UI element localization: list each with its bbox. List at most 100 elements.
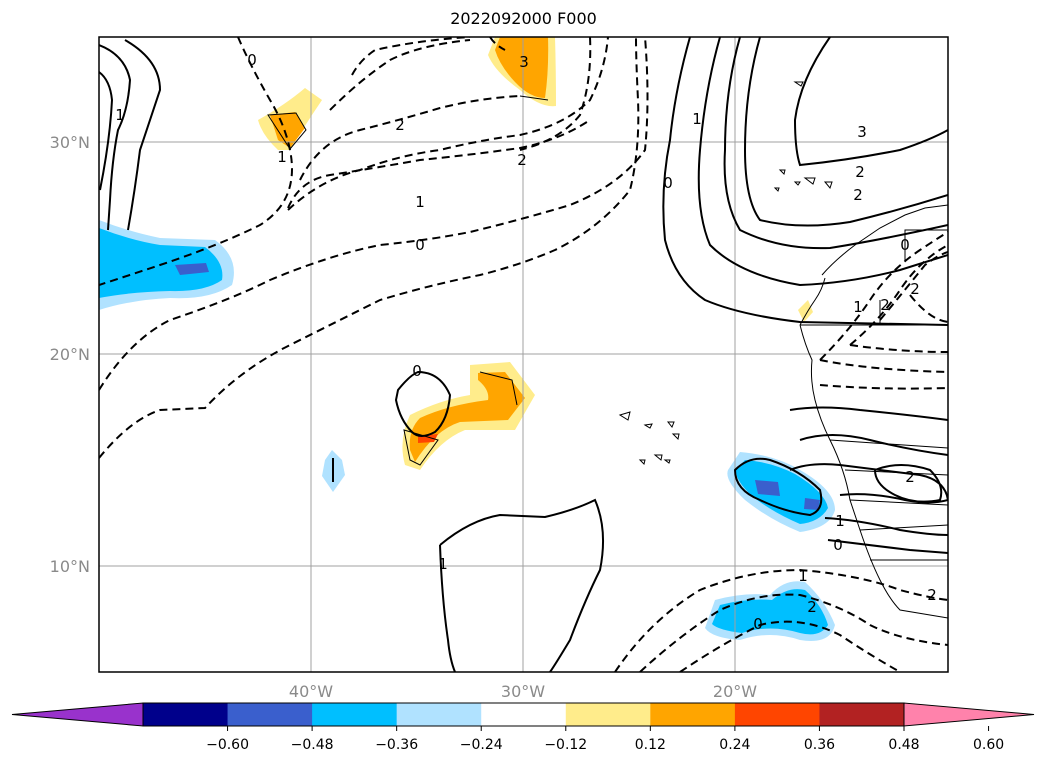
lat-tick-10n: 10°N [50, 557, 90, 576]
contour-label: 1 [853, 298, 863, 316]
cape-verde-islands [618, 411, 680, 465]
contour-1-east [697, 37, 948, 287]
lon-tick-20w: 20°W [713, 682, 757, 701]
contour-label: 2 [853, 186, 863, 204]
coastlines [267, 81, 948, 619]
contour-label: 2 [880, 296, 890, 314]
contour-label: 0 [663, 174, 673, 192]
contour-3-east [793, 37, 948, 167]
map-title: 2022092000 F000 [450, 9, 597, 28]
contour-label: 3 [519, 53, 529, 71]
lon-tick-40w: 40°W [289, 682, 333, 701]
contour-0-south [439, 498, 604, 672]
positive-anomaly-north [495, 37, 549, 98]
contour-1-ne [849, 244, 948, 346]
contour-label: 3 [857, 123, 867, 141]
contour-label: 0 [415, 236, 425, 254]
contour-label: 2 [927, 586, 937, 604]
colorbar-tick-label: −0.12 [544, 737, 587, 753]
colorbar-segment [565, 703, 651, 726]
colorbar-tick-label: 0.24 [719, 737, 750, 753]
contour-0-se [614, 568, 948, 672]
contour-0-center [394, 370, 452, 437]
contour-1-west-c [124, 39, 162, 231]
colorbar-tick-label: 0.60 [973, 737, 1004, 753]
contour-label: 1 [277, 148, 287, 166]
contour-label: 2 [910, 280, 920, 298]
colorbar-tick-label: −0.36 [375, 737, 418, 753]
colorbar-extend-high [903, 702, 1035, 727]
contour-label: 1 [415, 193, 425, 211]
canary-islands [773, 81, 833, 192]
colorbar-tick-label: −0.48 [291, 737, 334, 753]
contour-1b-africa [789, 406, 948, 421]
colorbar-segment [819, 703, 905, 726]
shading-layer [99, 37, 835, 641]
contour-0b-main [99, 37, 640, 459]
contour-0b-ne [819, 359, 948, 373]
lat-tick-20n: 20°N [50, 345, 90, 364]
negative-anomaly-east-core-2 [804, 498, 820, 510]
negative-anomaly-west [99, 228, 223, 298]
contour-0-nw [99, 37, 293, 286]
contour-label: 0 [753, 615, 763, 633]
contour-2-north [519, 37, 592, 151]
contour-label: 2 [855, 163, 865, 181]
positive-anomaly-east-small [798, 300, 813, 322]
anomaly-outline [267, 95, 549, 466]
colorbar-extend-low [11, 702, 144, 727]
contour-1b-mid [287, 119, 591, 209]
contour-label: 1 [798, 567, 808, 585]
contour-label: 1 [835, 512, 845, 530]
contour-2b-east [743, 37, 948, 227]
colorbar-segment [650, 703, 736, 726]
colorbar-tick-label: 0.36 [804, 737, 835, 753]
colorbar-tick-label: 0.48 [888, 737, 919, 753]
contour-2c-mid [351, 37, 471, 76]
colorbar-segment [312, 703, 398, 726]
contour-1-west-a [99, 44, 132, 231]
contour-1-west-b [99, 71, 114, 191]
contour-label: 0 [412, 362, 422, 380]
colorbar-tick-label: −0.24 [460, 737, 503, 753]
colorbar-outline [142, 702, 905, 727]
gridlines [99, 37, 948, 672]
negative-anomaly-east-core-1 [755, 480, 780, 496]
contour-label: 2 [517, 151, 527, 169]
plot-frame [98, 36, 949, 673]
contour-0-africa-b [827, 539, 948, 554]
contour-0c-ne [819, 384, 948, 390]
contour-label: 1 [115, 106, 125, 124]
contour-1-mid [287, 37, 609, 211]
contour-0-main [99, 37, 649, 391]
contour-label: 2 [807, 598, 817, 616]
colorbar-segment [143, 703, 229, 726]
contour-label: 1 [692, 110, 702, 128]
positive-anomaly-nw [270, 112, 305, 148]
contour-2-ne [879, 251, 948, 321]
contour-label: 0 [900, 236, 910, 254]
colorbar-tick-label: 0.12 [635, 737, 666, 753]
negative-anomaly-west-core [175, 263, 209, 275]
contour-1-africa [799, 434, 948, 456]
contour-0-east [662, 37, 948, 326]
contour-label: 2 [905, 468, 915, 486]
colorbar-tick-label: −0.60 [206, 737, 249, 753]
contour-2-mid [299, 95, 521, 181]
contour-3-north [489, 37, 506, 51]
colorbar-segment [481, 703, 567, 726]
solid-contours [99, 37, 948, 672]
contour-2b-ne [909, 294, 948, 323]
contour-2-se [679, 620, 901, 672]
contour-1-se [639, 593, 948, 672]
contour-2b-mid [329, 39, 471, 111]
positive-anomaly-center [409, 372, 525, 462]
contour-2-africa-ring [873, 464, 943, 503]
colorbar-segment [734, 703, 820, 726]
lon-tick-30w: 30°W [501, 682, 545, 701]
colorbar-segment [227, 703, 313, 726]
contour-label: 0 [247, 51, 257, 69]
dashed-contours [99, 37, 948, 672]
